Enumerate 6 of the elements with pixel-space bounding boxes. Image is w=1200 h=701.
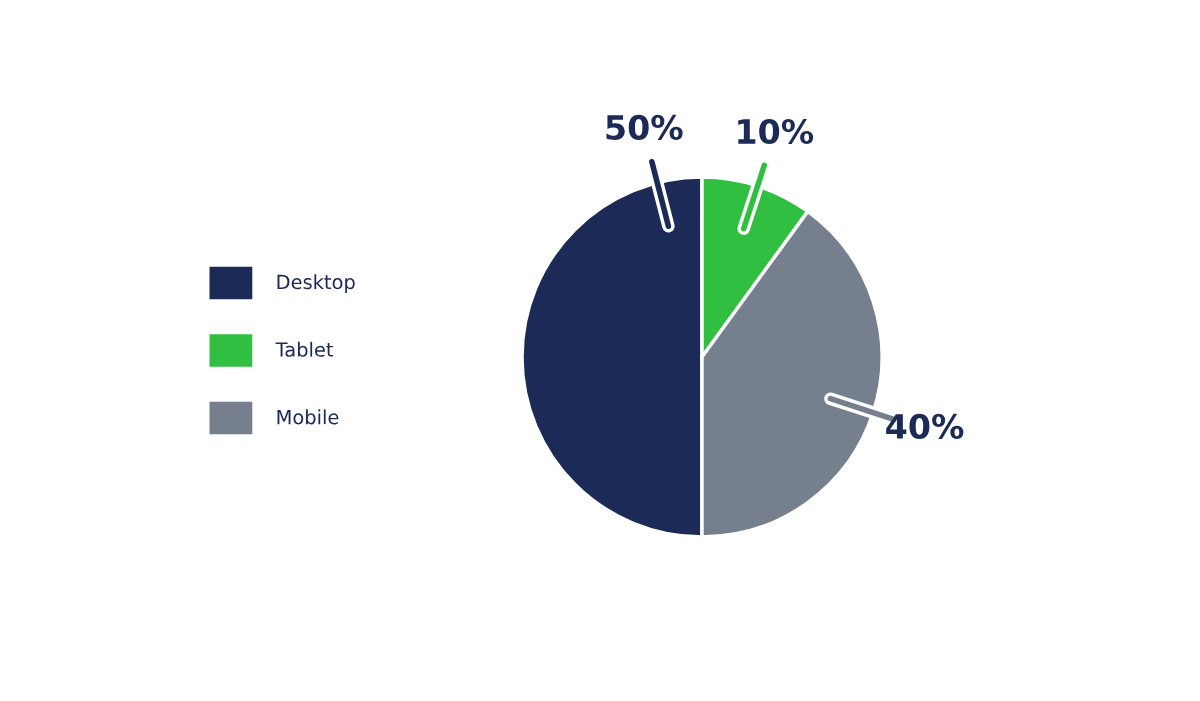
data-label: 10%: [738, 118, 814, 145]
legend-label: Desktop: [277, 274, 355, 294]
legend-label: Mobile: [277, 409, 339, 425]
data-label: 40%: [886, 413, 964, 439]
legend-label: Tablet: [275, 341, 334, 357]
data-label: 50%: [606, 114, 683, 141]
